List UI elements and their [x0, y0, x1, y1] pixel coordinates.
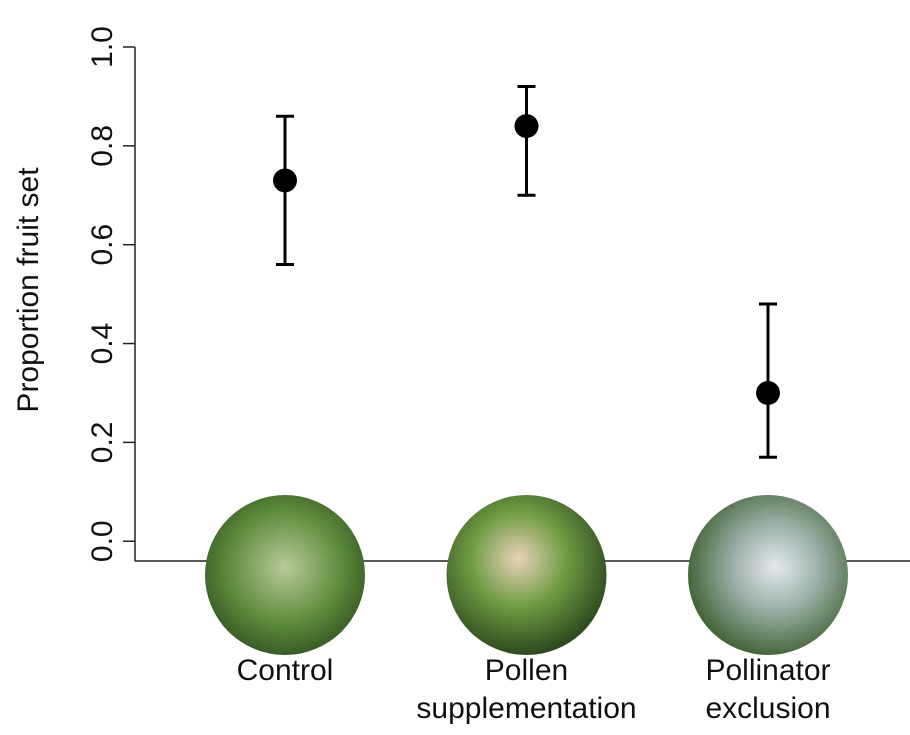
- x-tick-label: Pollinator exclusion: [705, 654, 831, 725]
- y-tick-label: 0.0: [86, 520, 119, 562]
- y-tick-label: 0.2: [86, 422, 119, 464]
- y-axis-title: Proportion fruit set: [12, 167, 45, 413]
- y-tick-label: 0.4: [86, 323, 119, 365]
- x-tick-label: Control: [236, 654, 334, 687]
- y-tick-label: 0.8: [86, 125, 119, 167]
- y-tick-label: 0.6: [86, 224, 119, 266]
- point: [756, 380, 780, 405]
- point: [514, 114, 539, 139]
- y-tick-label: 1.0: [86, 26, 119, 68]
- x-tick-label: Pollen supplementation: [416, 654, 637, 725]
- photo: [688, 495, 848, 655]
- photo: [205, 495, 365, 655]
- photo: [446, 495, 607, 655]
- point: [273, 168, 297, 193]
